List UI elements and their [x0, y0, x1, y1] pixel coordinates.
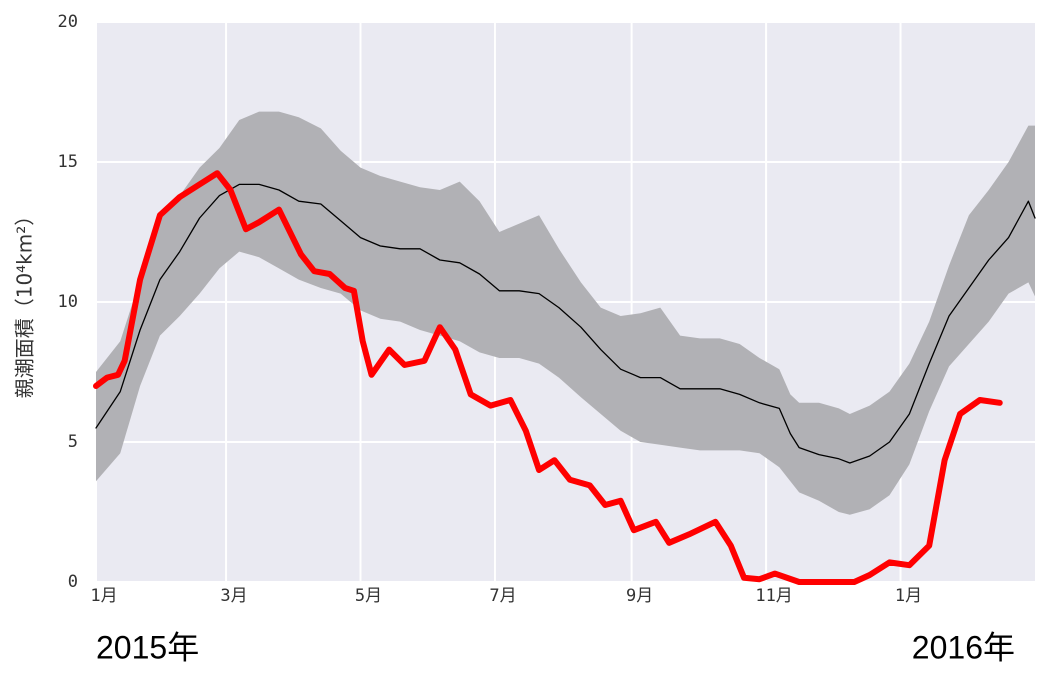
- x-tick-label: 3月: [220, 586, 247, 606]
- y-tick-label: 5: [68, 432, 78, 452]
- y-tick-label: 15: [58, 152, 78, 172]
- data-line: [93, 170, 1003, 585]
- x-tick-label: 1月: [895, 586, 922, 606]
- mean-line: [95, 183, 1036, 464]
- y-axis-label: 親潮面積（10⁴km²）: [13, 206, 37, 399]
- x-tick-label: 9月: [626, 586, 653, 606]
- y-tick-label: 20: [58, 12, 78, 32]
- y-tick-label: 10: [58, 292, 78, 312]
- annotation: 2015年: [96, 629, 199, 665]
- x-tick-label: 7月: [489, 586, 516, 606]
- y-tick-label: 0: [68, 572, 78, 592]
- annotation: 2016年: [912, 629, 1015, 665]
- x-tick-label: 5月: [355, 586, 382, 606]
- plot-area: [93, 21, 1036, 585]
- x-tick-label: 11月: [755, 586, 792, 606]
- x-tick-label: 1月: [90, 586, 117, 606]
